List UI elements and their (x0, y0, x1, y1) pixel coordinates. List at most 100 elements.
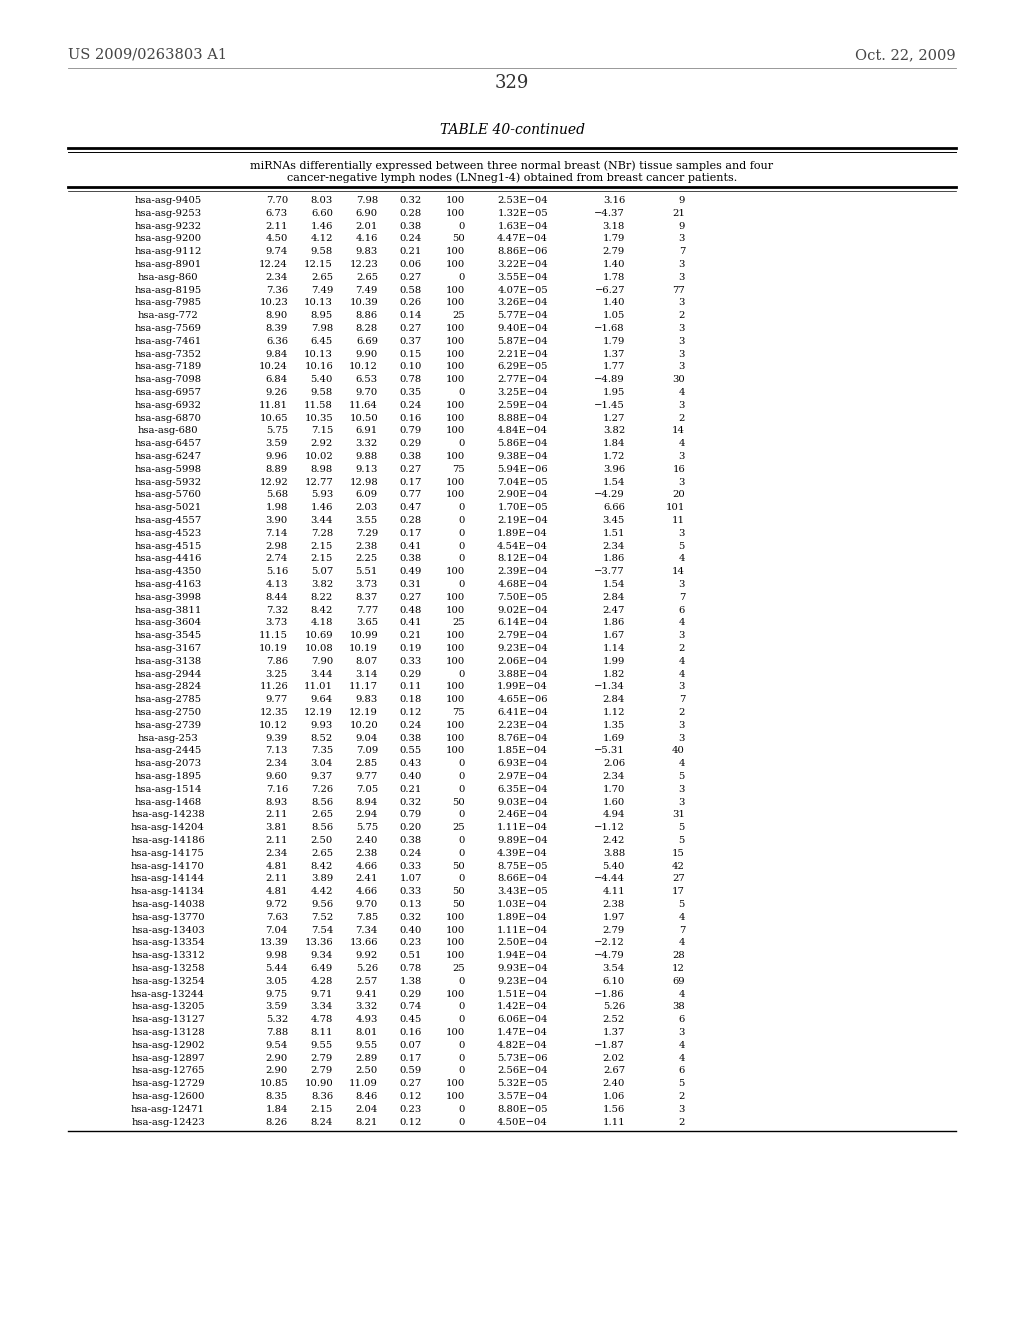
Text: hsa-asg-13254: hsa-asg-13254 (131, 977, 205, 986)
Text: 100: 100 (445, 375, 465, 384)
Text: −1.34: −1.34 (594, 682, 625, 692)
Text: 0.17: 0.17 (399, 478, 422, 487)
Text: 2.34: 2.34 (603, 772, 625, 781)
Text: hsa-asg-2750: hsa-asg-2750 (134, 708, 202, 717)
Text: 7.28: 7.28 (310, 529, 333, 537)
Text: 17: 17 (672, 887, 685, 896)
Text: 8.89: 8.89 (266, 465, 288, 474)
Text: 1.27: 1.27 (603, 413, 625, 422)
Text: 0.48: 0.48 (399, 606, 422, 615)
Text: 3.18: 3.18 (603, 222, 625, 231)
Text: 8.12E−04: 8.12E−04 (497, 554, 548, 564)
Text: 11.17: 11.17 (349, 682, 378, 692)
Text: 1.89E−04: 1.89E−04 (497, 529, 548, 537)
Text: 1.42E−04: 1.42E−04 (497, 1002, 548, 1011)
Text: 2.97E−04: 2.97E−04 (498, 772, 548, 781)
Text: 6.66: 6.66 (603, 503, 625, 512)
Text: 3.34: 3.34 (310, 1002, 333, 1011)
Text: 9.92: 9.92 (355, 952, 378, 960)
Text: 0: 0 (459, 785, 465, 793)
Text: 100: 100 (445, 990, 465, 999)
Text: 9.56: 9.56 (311, 900, 333, 909)
Text: 0.55: 0.55 (399, 746, 422, 755)
Text: 1.37: 1.37 (603, 1028, 625, 1038)
Text: 0.13: 0.13 (399, 900, 422, 909)
Text: 4.50: 4.50 (265, 235, 288, 243)
Text: 2: 2 (679, 1092, 685, 1101)
Text: 77: 77 (672, 285, 685, 294)
Text: 4: 4 (679, 554, 685, 564)
Text: 9.96: 9.96 (266, 451, 288, 461)
Text: 0.31: 0.31 (399, 579, 422, 589)
Text: 0.38: 0.38 (399, 836, 422, 845)
Text: 5.75: 5.75 (355, 824, 378, 832)
Text: 8.26: 8.26 (266, 1118, 288, 1126)
Text: 8.76E−04: 8.76E−04 (498, 734, 548, 743)
Text: 0.74: 0.74 (399, 1002, 422, 1011)
Text: 100: 100 (445, 426, 465, 436)
Text: 1.05: 1.05 (603, 312, 625, 321)
Text: 2.74: 2.74 (265, 554, 288, 564)
Text: 100: 100 (445, 195, 465, 205)
Text: 3.25: 3.25 (266, 669, 288, 678)
Text: 100: 100 (445, 1080, 465, 1088)
Text: 3.59: 3.59 (266, 1002, 288, 1011)
Text: −2.12: −2.12 (594, 939, 625, 948)
Text: TABLE 40-continued: TABLE 40-continued (439, 123, 585, 137)
Text: 8.94: 8.94 (355, 797, 378, 807)
Text: 3.05: 3.05 (266, 977, 288, 986)
Text: 0: 0 (459, 772, 465, 781)
Text: 7.05: 7.05 (355, 785, 378, 793)
Text: 1.11E−04: 1.11E−04 (497, 824, 548, 832)
Text: −6.27: −6.27 (595, 285, 625, 294)
Text: 100: 100 (445, 696, 465, 704)
Text: 2.40: 2.40 (355, 836, 378, 845)
Text: 28: 28 (672, 952, 685, 960)
Text: 2.23E−04: 2.23E−04 (498, 721, 548, 730)
Text: 0.79: 0.79 (399, 810, 422, 820)
Text: 7.13: 7.13 (265, 746, 288, 755)
Text: −4.29: −4.29 (594, 491, 625, 499)
Text: 2.38: 2.38 (603, 900, 625, 909)
Text: 1.70E−05: 1.70E−05 (498, 503, 548, 512)
Text: 4.12: 4.12 (310, 235, 333, 243)
Text: 4: 4 (679, 759, 685, 768)
Text: hsa-asg-7098: hsa-asg-7098 (134, 375, 202, 384)
Text: 3: 3 (679, 529, 685, 537)
Text: 9.58: 9.58 (310, 388, 333, 397)
Text: 0.24: 0.24 (399, 235, 422, 243)
Text: 3.82: 3.82 (603, 426, 625, 436)
Text: hsa-asg-6957: hsa-asg-6957 (134, 388, 202, 397)
Text: 100: 100 (445, 285, 465, 294)
Text: 4.66: 4.66 (356, 862, 378, 871)
Text: 100: 100 (445, 657, 465, 665)
Text: 5.40: 5.40 (310, 375, 333, 384)
Text: 3.25E−04: 3.25E−04 (498, 388, 548, 397)
Text: 5.86E−04: 5.86E−04 (498, 440, 548, 449)
Text: hsa-asg-6932: hsa-asg-6932 (134, 401, 202, 409)
Text: 100: 100 (445, 746, 465, 755)
Text: 8.39: 8.39 (266, 323, 288, 333)
Text: −4.37: −4.37 (594, 209, 625, 218)
Text: 14: 14 (672, 426, 685, 436)
Text: hsa-asg-4163: hsa-asg-4163 (134, 579, 202, 589)
Text: 7.98: 7.98 (310, 323, 333, 333)
Text: 0.12: 0.12 (399, 1092, 422, 1101)
Text: 4.11: 4.11 (602, 887, 625, 896)
Text: 8.03: 8.03 (310, 195, 333, 205)
Text: 0.10: 0.10 (399, 363, 422, 371)
Text: 1.69: 1.69 (603, 734, 625, 743)
Text: 0: 0 (459, 1118, 465, 1126)
Text: 0.41: 0.41 (399, 618, 422, 627)
Text: 1.99: 1.99 (603, 657, 625, 665)
Text: 0: 0 (459, 541, 465, 550)
Text: hsa-asg-8901: hsa-asg-8901 (134, 260, 202, 269)
Text: 7: 7 (679, 925, 685, 935)
Text: 100: 100 (445, 682, 465, 692)
Text: 5.26: 5.26 (603, 1002, 625, 1011)
Text: 2.02: 2.02 (603, 1053, 625, 1063)
Text: 0.07: 0.07 (399, 1040, 422, 1049)
Text: Oct. 22, 2009: Oct. 22, 2009 (855, 48, 956, 62)
Text: hsa-asg-12897: hsa-asg-12897 (131, 1053, 205, 1063)
Text: hsa-asg-3138: hsa-asg-3138 (134, 657, 202, 665)
